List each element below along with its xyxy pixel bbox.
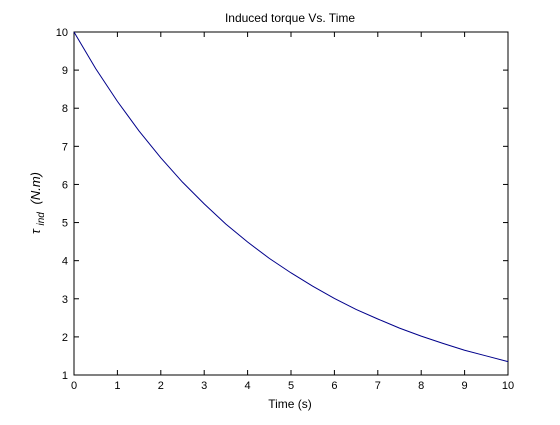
y-tick-label: 9 (62, 65, 68, 77)
y-tick-label: 6 (62, 179, 68, 191)
x-tick-label: 6 (331, 380, 337, 392)
x-tick-label: 8 (418, 380, 424, 392)
y-tick-label: 8 (62, 103, 68, 115)
y-axis-label-unit: (N.m) (28, 172, 43, 205)
y-tick-label: 3 (62, 294, 68, 306)
series-layer (73, 31, 509, 363)
y-tick-label: 10 (56, 27, 68, 39)
y-tick-label: 7 (62, 141, 68, 153)
x-tick-label: 10 (502, 380, 514, 392)
chart-title: Induced torque Vs. Time (225, 11, 355, 25)
x-tick-label: 5 (288, 380, 294, 392)
y-axis-label: τ ind (N.m) (28, 172, 47, 234)
y-tick-label: 2 (62, 332, 68, 344)
series-line (73, 31, 509, 363)
y-tick-label: 4 (62, 256, 68, 268)
x-tick-label: 1 (114, 380, 120, 392)
x-tick-label: 9 (462, 380, 468, 392)
x-tick-label: 4 (245, 380, 251, 392)
y-axis-label-subscript: ind (36, 212, 47, 226)
x-tick-label: 2 (158, 380, 164, 392)
x-tick-label: 7 (375, 380, 381, 392)
plot-area (73, 31, 509, 376)
x-axis-label: Time (s) (268, 397, 312, 411)
x-tick-label: 3 (201, 380, 207, 392)
y-tick-label: 5 (62, 218, 68, 230)
y-axis-label-symbol: τ (28, 228, 43, 234)
y-tick-label: 1 (62, 370, 68, 382)
y-axis-ticks: 1 2 3 4 5 6 7 8 9 10 (56, 27, 508, 382)
x-axis-ticks: 0 1 2 3 4 5 6 7 8 9 10 (71, 32, 514, 392)
x-tick-label: 0 (71, 380, 77, 392)
